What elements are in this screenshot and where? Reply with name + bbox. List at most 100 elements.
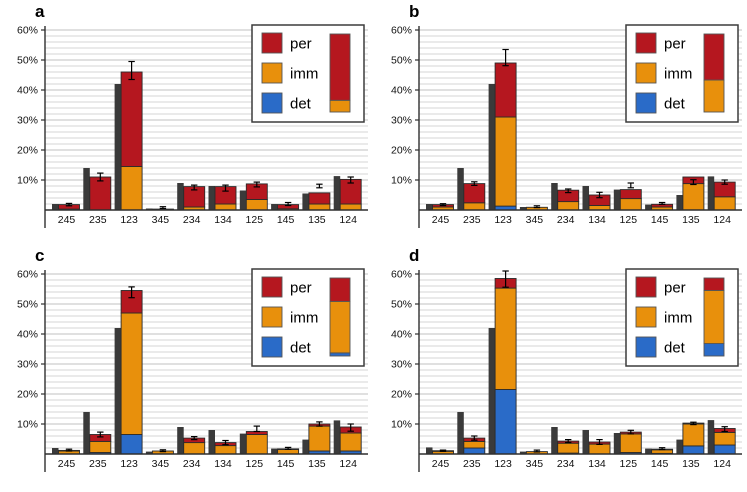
y-tick-label: 50% — [17, 55, 38, 67]
bar-group-125: 125 — [613, 432, 641, 470]
y-tick-label: 40% — [390, 328, 411, 340]
x-tick-label: 124 — [713, 458, 731, 470]
bar-group-125: 125 — [613, 190, 641, 226]
legend-summary-segment-imm — [704, 80, 724, 112]
error-bar-245 — [439, 450, 445, 451]
segment-per-235 — [463, 184, 484, 203]
y-tick-label: 20% — [390, 388, 411, 400]
bar-group-245: 245 — [426, 447, 454, 470]
segment-det-123 — [121, 434, 142, 454]
y-tick-label: 50% — [390, 298, 411, 310]
y-tick-label: 60% — [17, 268, 38, 280]
reference-bar-235 — [457, 168, 464, 210]
x-tick-label: 345 — [525, 214, 543, 226]
reference-bar-135 — [676, 195, 683, 210]
x-tick-label: 134 — [588, 458, 606, 470]
error-bar-145 — [658, 203, 664, 205]
segment-imm-123 — [495, 117, 516, 206]
y-tick-label: 50% — [17, 298, 38, 310]
legend-summary-segment-per — [704, 34, 724, 80]
segment-imm-235 — [463, 203, 484, 210]
x-tick-label: 345 — [152, 458, 170, 470]
reference-bar-124 — [334, 420, 341, 454]
reference-bar-234 — [551, 427, 558, 454]
x-tick-label: 125 — [619, 214, 637, 226]
bar-group-135: 135 — [302, 424, 330, 470]
segment-per-235 — [90, 177, 111, 210]
y-tick-label: 30% — [390, 115, 411, 127]
segment-imm-135 — [682, 184, 703, 210]
segment-per-125 — [620, 190, 641, 199]
bar-group-125: 125 — [240, 184, 267, 226]
x-tick-label: 124 — [339, 214, 357, 226]
segment-imm-235 — [463, 441, 484, 448]
reference-bar-135 — [302, 439, 309, 453]
x-tick-label: 234 — [556, 214, 574, 226]
error-bar-125 — [254, 426, 260, 431]
reference-bar-123 — [488, 84, 495, 210]
y-tick-label: 40% — [390, 85, 411, 97]
y-tick-label: 30% — [17, 115, 38, 127]
x-tick-label: 124 — [713, 214, 731, 226]
x-tick-label: 125 — [246, 214, 264, 226]
legend-swatch-det — [636, 93, 656, 113]
bar-group-235: 235 — [83, 412, 111, 470]
reference-bar-145 — [271, 448, 278, 453]
x-tick-label: 134 — [214, 458, 232, 470]
legend-swatch-per — [636, 277, 656, 297]
segment-imm-125 — [246, 434, 267, 454]
x-tick-label: 123 — [494, 458, 512, 470]
bar-group-124: 124 — [334, 176, 362, 226]
reference-bar-134 — [209, 430, 216, 454]
segment-per-123 — [121, 72, 142, 167]
segment-imm-124 — [714, 432, 735, 445]
bar-group-123: 123 — [115, 290, 143, 470]
y-tick-label: 60% — [17, 25, 38, 37]
bar-group-145: 145 — [271, 448, 299, 469]
y-tick-label: 10% — [390, 175, 411, 187]
reference-bar-134 — [582, 186, 589, 210]
x-tick-label: 125 — [246, 458, 264, 470]
bar-group-123: 123 — [488, 278, 515, 470]
reference-bar-245 — [52, 448, 59, 454]
legend-summary-segment-imm — [330, 301, 350, 352]
error-bar-345 — [533, 206, 539, 208]
reference-bar-135 — [302, 194, 309, 211]
segment-imm-234 — [557, 443, 578, 453]
x-tick-label: 345 — [525, 458, 543, 470]
bar-group-123: 123 — [115, 72, 143, 226]
reference-bar-234 — [177, 183, 184, 210]
bar-group-145: 145 — [645, 448, 673, 469]
segment-imm-134 — [215, 204, 236, 210]
x-tick-label: 145 — [277, 214, 295, 226]
segment-imm-124 — [340, 433, 361, 451]
legend-label-det: det — [664, 96, 686, 113]
segment-imm-123 — [495, 288, 516, 389]
x-tick-label: 145 — [277, 458, 295, 470]
x-tick-label: 245 — [58, 458, 76, 470]
legend-swatch-imm — [262, 63, 282, 83]
error-bar-145 — [658, 447, 664, 449]
legend-swatch-det — [262, 93, 282, 113]
x-tick-label: 235 — [463, 458, 481, 470]
bar-group-124: 124 — [707, 176, 735, 226]
x-tick-label: 123 — [120, 458, 138, 470]
segment-imm-125 — [620, 433, 641, 452]
x-tick-label: 245 — [431, 214, 449, 226]
segment-det-123 — [495, 389, 516, 454]
reference-bar-245 — [426, 447, 433, 454]
bar-group-135: 135 — [676, 177, 704, 226]
reference-bar-145 — [645, 205, 652, 210]
x-tick-label: 125 — [619, 458, 637, 470]
reference-bar-123 — [488, 328, 495, 454]
y-tick-label: 30% — [390, 358, 411, 370]
segment-imm-134 — [589, 444, 610, 454]
x-tick-label: 245 — [58, 214, 76, 226]
